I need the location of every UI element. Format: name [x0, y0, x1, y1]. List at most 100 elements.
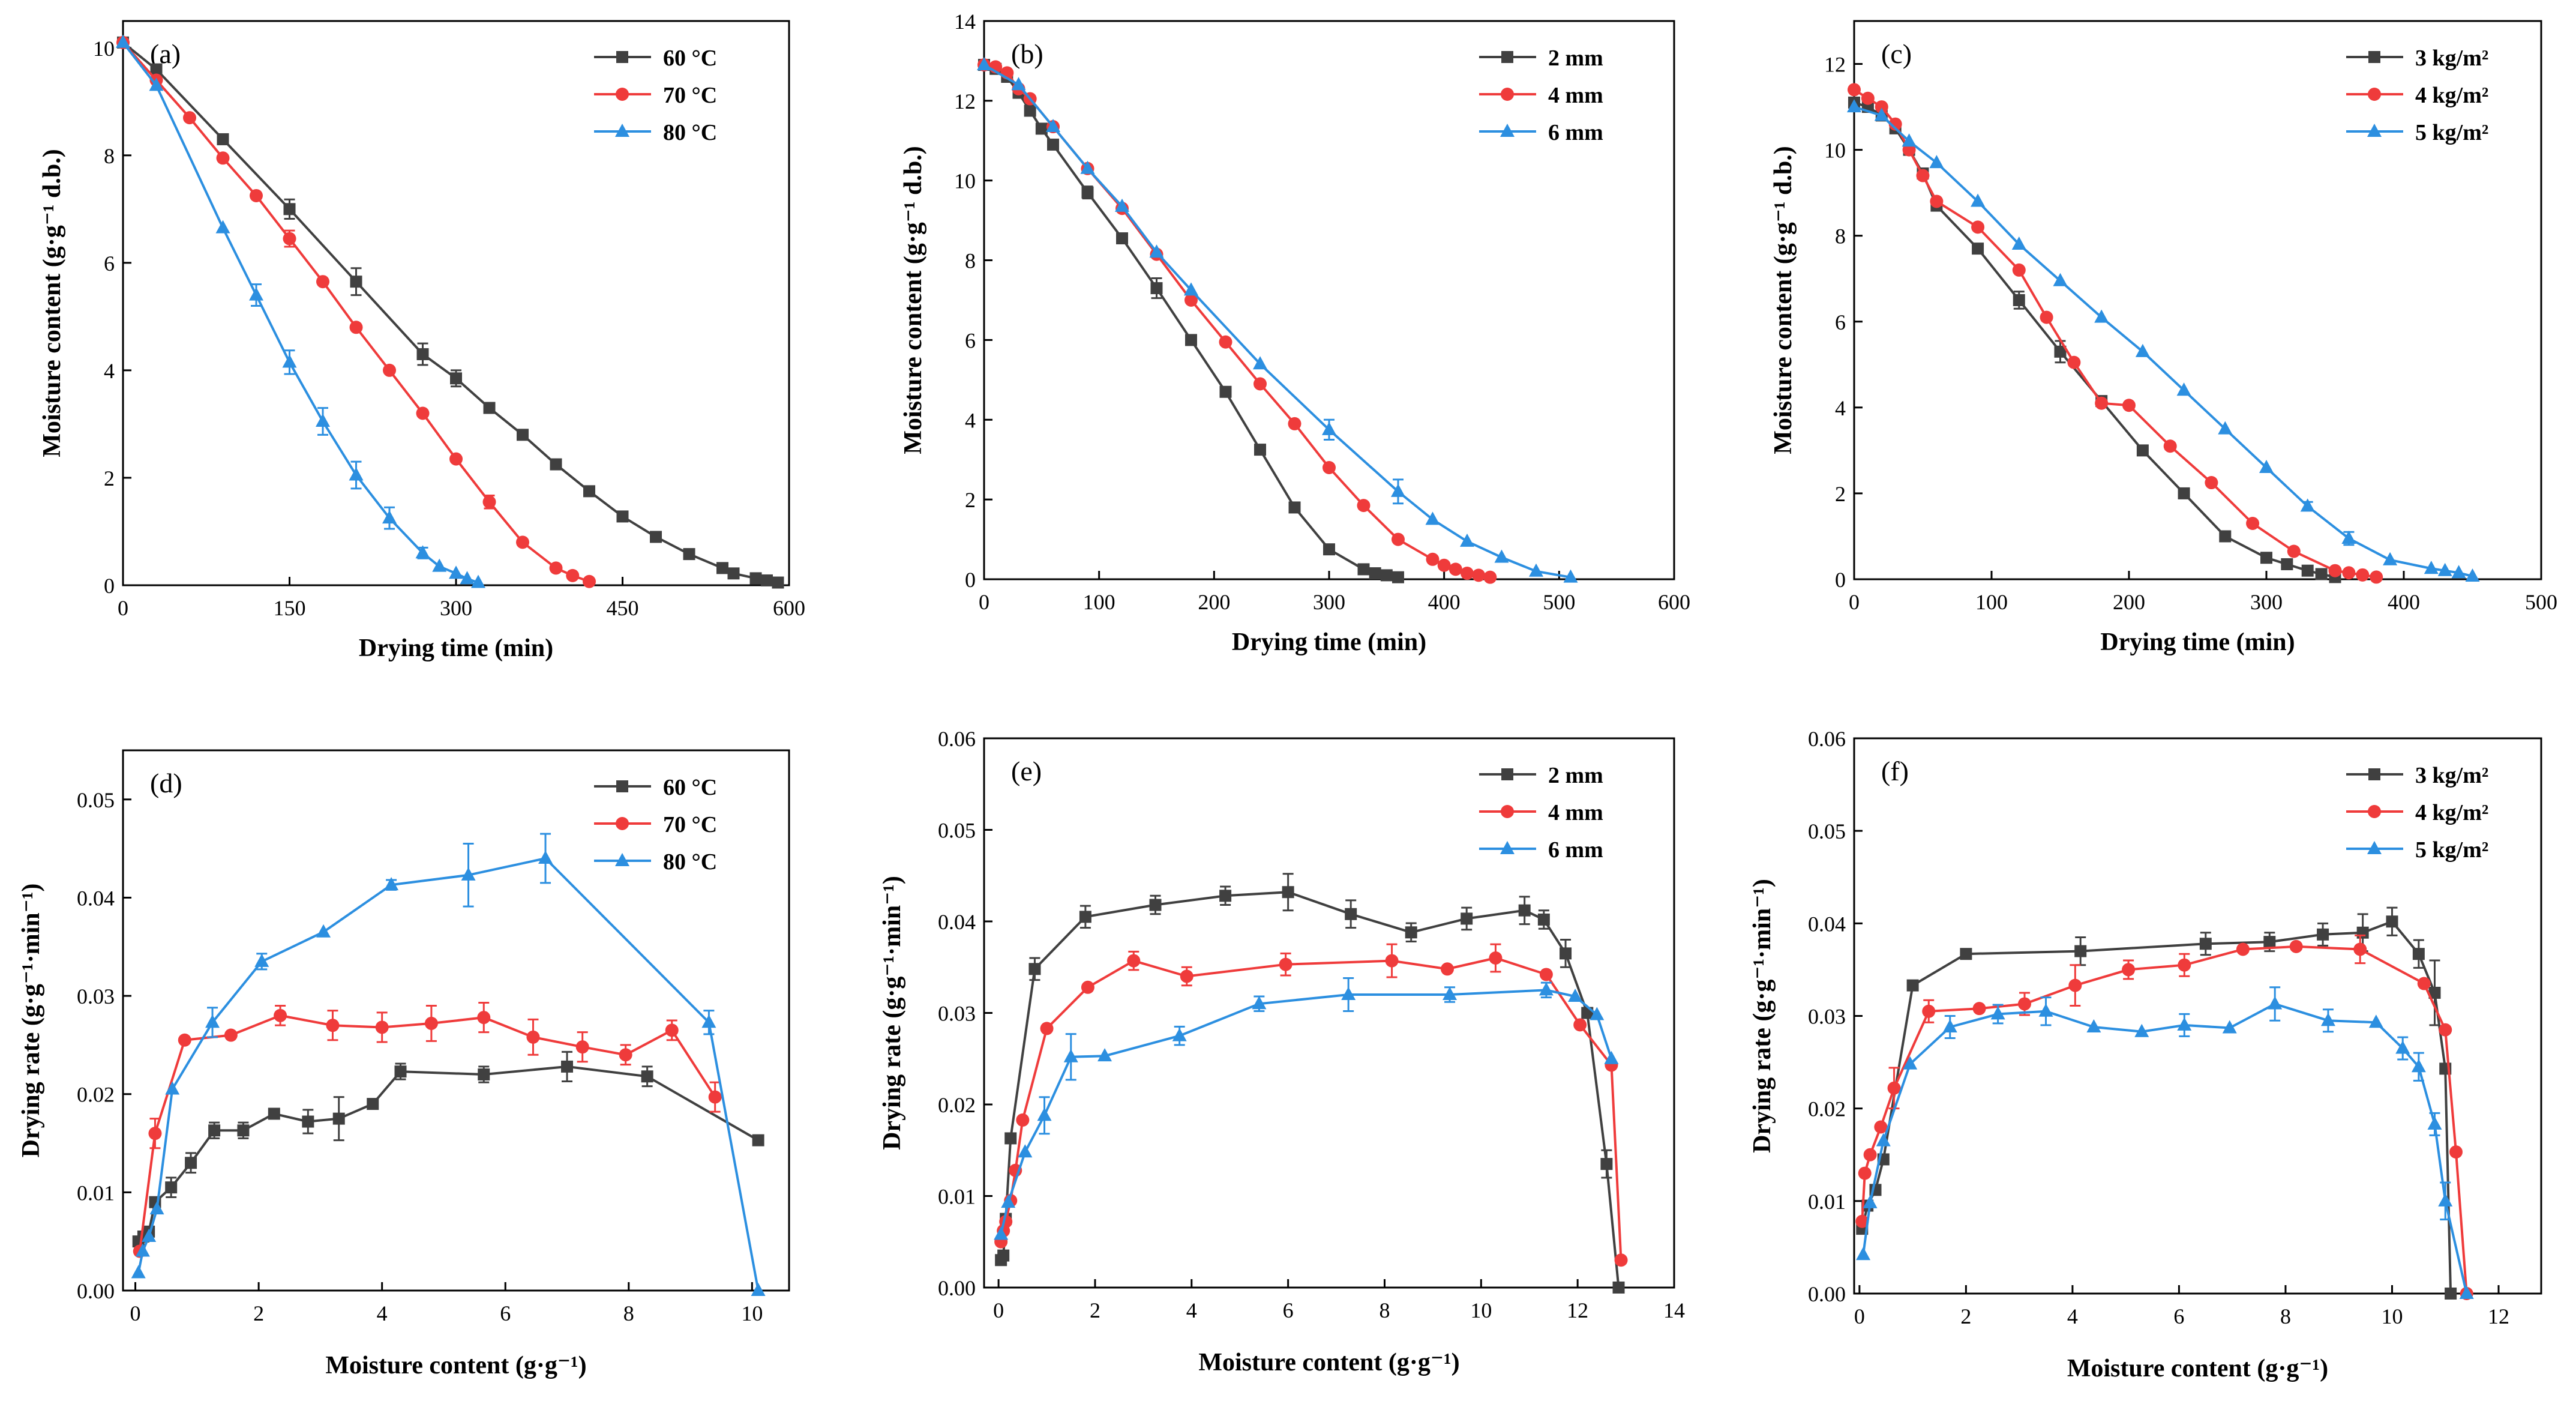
- data-point: [641, 1070, 653, 1083]
- y-axis-label: Moisture content (g·g⁻¹ d.b.): [1770, 146, 1797, 454]
- x-tick-label: 600: [1658, 590, 1690, 614]
- data-point: [2086, 1019, 2101, 1032]
- data-point: [2094, 309, 2109, 323]
- y-tick-label: 4: [1835, 396, 1846, 420]
- data-point: [1184, 282, 1198, 296]
- series-2: [994, 943, 1628, 1267]
- data-point: [1930, 194, 1944, 208]
- data-point: [1063, 1049, 1078, 1062]
- data-point: [478, 1068, 490, 1080]
- y-tick-label: 10: [954, 169, 976, 193]
- y-tick-label: 6: [1835, 310, 1846, 334]
- data-point: [1887, 1081, 1901, 1095]
- data-point: [1282, 886, 1294, 899]
- x-tick-label: 6: [500, 1301, 511, 1325]
- data-point: [2122, 399, 2136, 412]
- data-point: [283, 203, 296, 215]
- data-point: [2236, 942, 2250, 956]
- x-tick-label: 8: [2280, 1304, 2291, 1328]
- data-point: [1971, 220, 1985, 234]
- data-point: [752, 1134, 764, 1146]
- data-point: [1972, 1002, 1986, 1016]
- series-line: [122, 41, 590, 583]
- data-point: [1858, 1166, 1872, 1180]
- data-point: [2437, 562, 2452, 576]
- data-point: [575, 1040, 589, 1054]
- data-point: [131, 1265, 146, 1279]
- data-point: [1906, 979, 1919, 992]
- panel-4: 0 2 4 6 8 10 0.00 0.01 0.02 0.03 0.04 0.05 Moisture …: [17, 749, 790, 1379]
- y-tick-label: 0.01: [77, 1181, 115, 1205]
- y-tick-label: 10: [93, 37, 115, 61]
- legend-label: 70 °C: [663, 83, 717, 108]
- data-point: [2095, 396, 2109, 410]
- data-point: [2053, 273, 2068, 286]
- x-tick-label: 300: [1313, 590, 1345, 614]
- panel-label: (e): [1011, 756, 1042, 786]
- legend: 2 mm 4 mm 6 mm: [1479, 46, 1603, 145]
- data-point: [2205, 476, 2218, 490]
- legend-label: 80 °C: [663, 120, 717, 145]
- data-point: [1902, 133, 1917, 147]
- legend-label: 4 mm: [1548, 83, 1603, 108]
- data-point: [517, 429, 529, 441]
- legend-marker: [2367, 841, 2382, 854]
- x-axis-label: Moisture content (g·g⁻¹): [1198, 1349, 1459, 1376]
- y-tick-label: 0.03: [1808, 1005, 1846, 1029]
- legend-label: 3 kg/m²: [2415, 46, 2488, 71]
- data-point: [1489, 951, 1503, 965]
- data-point: [1385, 954, 1399, 968]
- data-point: [2263, 936, 2276, 948]
- data-point: [2178, 958, 2191, 972]
- data-point: [1369, 567, 1381, 580]
- data-point: [1874, 1120, 1888, 1134]
- data-point: [1028, 963, 1041, 975]
- data-point: [424, 1016, 438, 1030]
- data-point: [2176, 382, 2191, 396]
- data-point: [1971, 193, 1986, 207]
- data-point: [683, 548, 695, 561]
- panel-5: 0 2 4 6 8 10 12 14 0.00 0.01 0.02 0.03 0.04 0.05 0.06 M…: [878, 727, 1685, 1376]
- x-tick-label: 8: [1379, 1298, 1390, 1322]
- data-point: [1888, 117, 1902, 131]
- data-point: [1219, 335, 1232, 349]
- data-point: [2199, 938, 2212, 950]
- x-tick-label: 0: [1849, 590, 1860, 614]
- series-3: [1856, 986, 2474, 1299]
- data-point: [2459, 1286, 2474, 1299]
- data-point: [2054, 345, 2067, 358]
- data-point: [394, 1065, 407, 1078]
- y-axis-label: Drying rate (g·g⁻¹·min⁻¹): [1749, 879, 1776, 1153]
- legend-marker: [2368, 88, 2381, 101]
- y-tick-label: 10: [1824, 139, 1846, 163]
- data-point: [1922, 1004, 1936, 1018]
- data-point: [1472, 568, 1486, 582]
- y-tick-label: 0.00: [77, 1279, 115, 1303]
- y-tick-label: 0: [965, 568, 976, 592]
- x-tick-label: 300: [440, 596, 472, 620]
- data-point: [1149, 899, 1162, 911]
- data-point: [150, 63, 163, 76]
- data-point: [316, 275, 329, 289]
- data-point: [1539, 982, 1554, 996]
- data-point: [2317, 928, 2329, 941]
- series-line: [1862, 1002, 2468, 1294]
- x-tick-label: 500: [1543, 590, 1575, 614]
- legend: 60 °C 70 °C 80 °C: [594, 46, 717, 145]
- data-point: [1875, 100, 1888, 114]
- data-point: [727, 567, 740, 580]
- data-point: [217, 133, 229, 145]
- data-point: [1942, 1019, 1957, 1032]
- data-point: [477, 1011, 491, 1025]
- data-point: [2134, 1023, 2149, 1037]
- data-point: [1494, 549, 1509, 563]
- series-line: [122, 41, 479, 584]
- x-tick-label: 2: [253, 1301, 264, 1325]
- legend-marker: [1501, 768, 1513, 780]
- data-point: [2356, 926, 2369, 939]
- data-point: [2383, 552, 2398, 565]
- series-line: [137, 1065, 759, 1243]
- data-point: [142, 1229, 157, 1242]
- x-tick-label: 400: [2388, 590, 2420, 614]
- x-axis-label: Moisture content (g·g⁻¹): [325, 1352, 586, 1379]
